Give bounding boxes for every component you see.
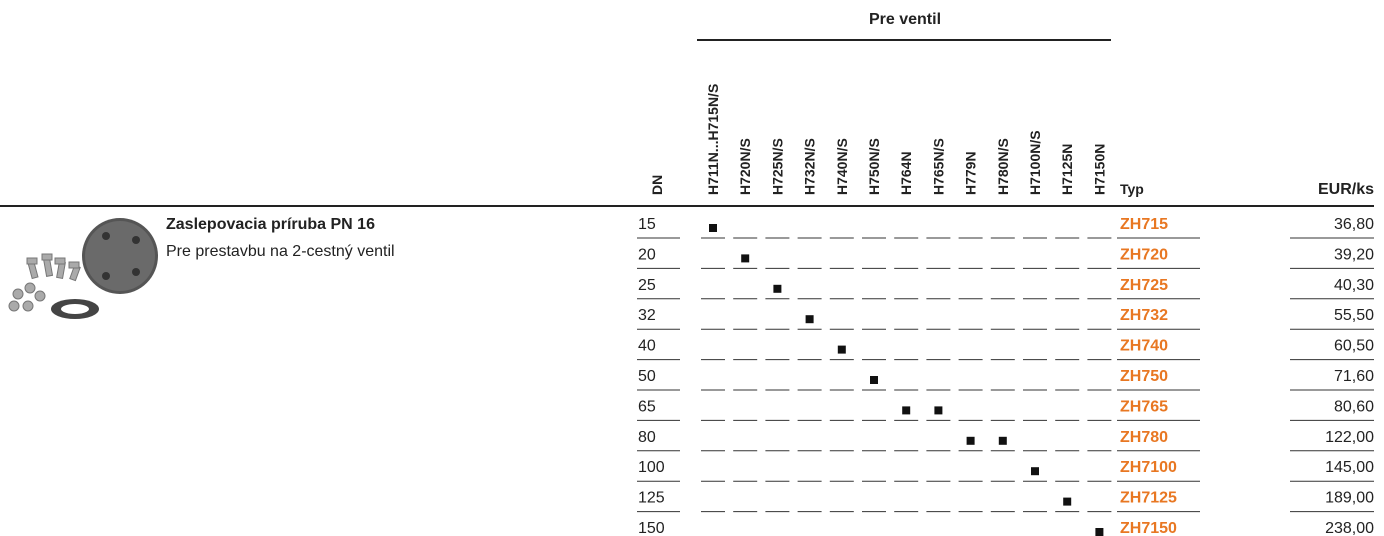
fit-mark [837,345,846,354]
dn-cell: 150 [638,520,665,536]
dn-cell: 80 [638,429,656,446]
valve-header: H750N/S [866,138,882,195]
fit-mark [998,436,1007,445]
dn-cell: 20 [638,246,656,263]
price-cell: 39,20 [1334,246,1374,263]
typ-cell: ZH7125 [1120,490,1177,507]
typ-cell: ZH780 [1120,429,1168,446]
fit-mark [966,436,975,445]
fit-mark [741,254,750,263]
dn-cell: 32 [638,307,656,324]
group-header: Pre ventil [869,11,941,28]
price-cell: 122,00 [1325,429,1374,446]
valve-header: H779N [963,151,979,195]
product-title: Zaslepovacia príruba PN 16 [166,216,375,233]
valve-header: H780N/S [995,138,1011,195]
dn-cell: 65 [638,398,656,415]
dn-cell: 50 [638,368,656,385]
fit-mark [805,315,814,324]
dn-header: DN [649,175,665,195]
typ-cell: ZH765 [1120,398,1168,415]
fit-mark [934,406,943,415]
valve-header: H720N/S [737,138,753,195]
typ-cell: ZH725 [1120,277,1168,294]
price-cell: 60,50 [1334,338,1374,355]
price-cell: 55,50 [1334,307,1374,324]
valve-header: H7150N [1091,144,1107,195]
typ-cell: ZH740 [1120,338,1168,355]
fit-mark [902,406,911,415]
fit-mark [1095,528,1104,536]
dn-cell: 125 [638,490,665,507]
price-cell: 71,60 [1334,368,1374,385]
fit-mark [773,284,782,293]
dn-cell: 25 [638,277,656,294]
typ-header: Typ [1120,181,1144,197]
price-cell: 145,00 [1325,459,1374,476]
valve-header: H740N/S [834,138,850,195]
typ-cell: ZH750 [1120,368,1168,385]
valve-header: H7125N [1059,144,1075,195]
price-header: EUR/ks [1318,181,1374,198]
price-cell: 238,00 [1325,520,1374,536]
valve-header: H7100N/S [1027,130,1043,195]
price-cell: 40,30 [1334,277,1374,294]
typ-cell: ZH7100 [1120,459,1177,476]
fit-mark [709,224,717,232]
typ-cell: ZH720 [1120,246,1168,263]
valve-header: H732N/S [802,138,818,195]
price-cell: 80,60 [1334,398,1374,415]
typ-cell: ZH732 [1120,307,1168,324]
fit-mark [1063,497,1072,506]
price-cell: 189,00 [1325,490,1374,507]
price-cell: 36,80 [1334,216,1374,233]
valve-header: H711N...H715N/S [705,84,721,195]
valve-header: H764N [898,151,914,195]
typ-cell: ZH715 [1120,216,1168,233]
valve-header: H725N/S [769,138,785,195]
product-image [8,218,158,319]
fit-mark [1031,467,1039,476]
typ-cell: ZH7150 [1120,520,1177,536]
fit-mark [870,376,878,384]
dn-cell: 100 [638,459,665,476]
dn-cell: 15 [638,216,656,233]
valve-header: H765N/S [930,138,946,195]
dn-cell: 40 [638,338,656,355]
product-subtitle: Pre prestavbu na 2-cestný ventil [166,243,395,260]
